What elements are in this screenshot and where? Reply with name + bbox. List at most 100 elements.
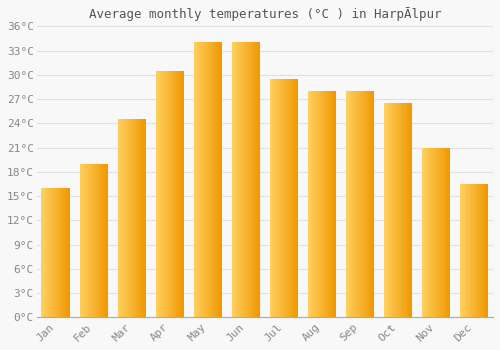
- Bar: [360, 91, 361, 317]
- Bar: [245, 42, 246, 317]
- Bar: [335, 91, 336, 317]
- Bar: [362, 91, 363, 317]
- Bar: [47, 188, 48, 317]
- Bar: [348, 91, 350, 317]
- Bar: [80, 164, 82, 317]
- Bar: [437, 148, 438, 317]
- Bar: [234, 42, 236, 317]
- Bar: [212, 42, 214, 317]
- Bar: [462, 184, 464, 317]
- Bar: [363, 91, 364, 317]
- Bar: [334, 91, 335, 317]
- Bar: [325, 91, 326, 317]
- Bar: [96, 164, 98, 317]
- Bar: [67, 188, 68, 317]
- Bar: [168, 71, 169, 317]
- Bar: [370, 91, 372, 317]
- Bar: [48, 188, 49, 317]
- Bar: [204, 42, 205, 317]
- Bar: [56, 188, 58, 317]
- Bar: [126, 119, 127, 317]
- Bar: [332, 91, 334, 317]
- Bar: [221, 42, 222, 317]
- Bar: [346, 91, 348, 317]
- Bar: [470, 184, 471, 317]
- Bar: [46, 188, 47, 317]
- Bar: [433, 148, 434, 317]
- Bar: [232, 42, 234, 317]
- Bar: [272, 79, 274, 317]
- Bar: [122, 119, 123, 317]
- Bar: [478, 184, 479, 317]
- Bar: [436, 148, 437, 317]
- Bar: [486, 184, 488, 317]
- Bar: [432, 148, 433, 317]
- Bar: [479, 184, 480, 317]
- Bar: [285, 79, 286, 317]
- Bar: [279, 79, 280, 317]
- Bar: [102, 164, 104, 317]
- Bar: [241, 42, 242, 317]
- Bar: [138, 119, 140, 317]
- Bar: [129, 119, 130, 317]
- Bar: [444, 148, 446, 317]
- Bar: [52, 188, 53, 317]
- Bar: [209, 42, 210, 317]
- Bar: [124, 119, 125, 317]
- Bar: [328, 91, 330, 317]
- Bar: [201, 42, 202, 317]
- Bar: [242, 42, 243, 317]
- Bar: [316, 91, 317, 317]
- Bar: [89, 164, 90, 317]
- Bar: [426, 148, 428, 317]
- Bar: [142, 119, 143, 317]
- Bar: [422, 148, 424, 317]
- Bar: [287, 79, 288, 317]
- Bar: [176, 71, 178, 317]
- Bar: [278, 79, 279, 317]
- Bar: [472, 184, 473, 317]
- Bar: [317, 91, 318, 317]
- Bar: [254, 42, 256, 317]
- Bar: [256, 42, 258, 317]
- Bar: [236, 42, 238, 317]
- Bar: [178, 71, 180, 317]
- Bar: [475, 184, 476, 317]
- Bar: [460, 184, 462, 317]
- Bar: [92, 164, 93, 317]
- Bar: [474, 184, 475, 317]
- Bar: [55, 188, 56, 317]
- Title: Average monthly temperatures (°C ) in HarpĀlpur: Average monthly temperatures (°C ) in Ha…: [88, 7, 441, 21]
- Bar: [446, 148, 448, 317]
- Bar: [100, 164, 102, 317]
- Bar: [243, 42, 244, 317]
- Bar: [180, 71, 181, 317]
- Bar: [87, 164, 88, 317]
- Bar: [182, 71, 183, 317]
- Bar: [158, 71, 160, 317]
- Bar: [64, 188, 65, 317]
- Bar: [286, 79, 287, 317]
- Bar: [476, 184, 477, 317]
- Bar: [359, 91, 360, 317]
- Bar: [216, 42, 218, 317]
- Bar: [171, 71, 172, 317]
- Bar: [482, 184, 484, 317]
- Bar: [296, 79, 297, 317]
- Bar: [393, 103, 394, 317]
- Bar: [394, 103, 395, 317]
- Bar: [320, 91, 321, 317]
- Bar: [82, 164, 84, 317]
- Bar: [396, 103, 397, 317]
- Bar: [105, 164, 106, 317]
- Bar: [297, 79, 298, 317]
- Bar: [484, 184, 486, 317]
- Bar: [143, 119, 144, 317]
- Bar: [127, 119, 128, 317]
- Bar: [330, 91, 332, 317]
- Bar: [408, 103, 410, 317]
- Bar: [145, 119, 146, 317]
- Bar: [252, 42, 254, 317]
- Bar: [220, 42, 221, 317]
- Bar: [397, 103, 398, 317]
